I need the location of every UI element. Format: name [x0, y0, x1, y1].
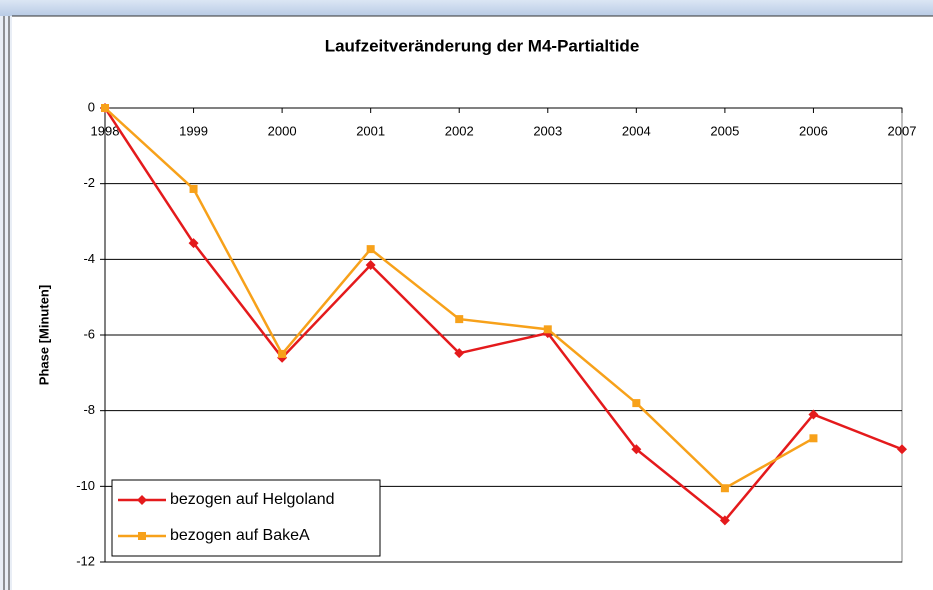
- y-tick-label: -4: [83, 251, 95, 266]
- x-tick-label: 2003: [533, 123, 562, 138]
- chart-title: Laufzeitveränderung der M4-Partialtide: [325, 36, 640, 55]
- data-point: [720, 484, 729, 493]
- window-bar: [0, 0, 933, 16]
- legend-label: bezogen auf BakeA: [170, 527, 310, 544]
- data-point: [454, 348, 465, 359]
- x-tick-label: 2000: [268, 123, 297, 138]
- data-point: [366, 245, 375, 254]
- data-point: [631, 444, 642, 455]
- y-tick-label: -8: [83, 402, 95, 417]
- y-tick-label: 0: [88, 99, 95, 114]
- data-point: [897, 444, 907, 455]
- x-tick-label: 1998: [91, 123, 120, 138]
- y-tick-label: -2: [83, 175, 95, 190]
- x-tick-label: 1999: [179, 123, 208, 138]
- data-point: [189, 184, 198, 193]
- data-point: [543, 325, 552, 334]
- data-point: [808, 409, 819, 420]
- x-tick-label: 2007: [888, 123, 917, 138]
- data-point: [809, 434, 818, 443]
- data-point: [101, 104, 109, 112]
- legend-box: [111, 479, 381, 557]
- data-point: [278, 349, 287, 358]
- legend-marker: [137, 495, 147, 505]
- data-point: [365, 260, 376, 271]
- legend-label: bezogen auf Helgoland: [170, 491, 335, 508]
- window-frame: [0, 16, 12, 590]
- y-tick-label: -10: [76, 478, 95, 493]
- x-tick-label: 2002: [445, 123, 474, 138]
- legend-marker: [138, 532, 146, 540]
- x-tick-label: 2004: [622, 123, 651, 138]
- data-point: [719, 515, 730, 526]
- x-tick-label: 2005: [710, 123, 739, 138]
- data-point: [188, 238, 199, 249]
- series-line: [103, 107, 903, 523]
- x-tick-label: 2001: [356, 123, 385, 138]
- y-axis-label: Phase [Minuten]: [36, 285, 51, 385]
- data-point: [632, 399, 641, 408]
- data-point: [455, 315, 464, 324]
- y-tick-label: -12: [76, 553, 95, 568]
- y-tick-label: -6: [83, 326, 95, 341]
- x-tick-label: 2006: [799, 123, 828, 138]
